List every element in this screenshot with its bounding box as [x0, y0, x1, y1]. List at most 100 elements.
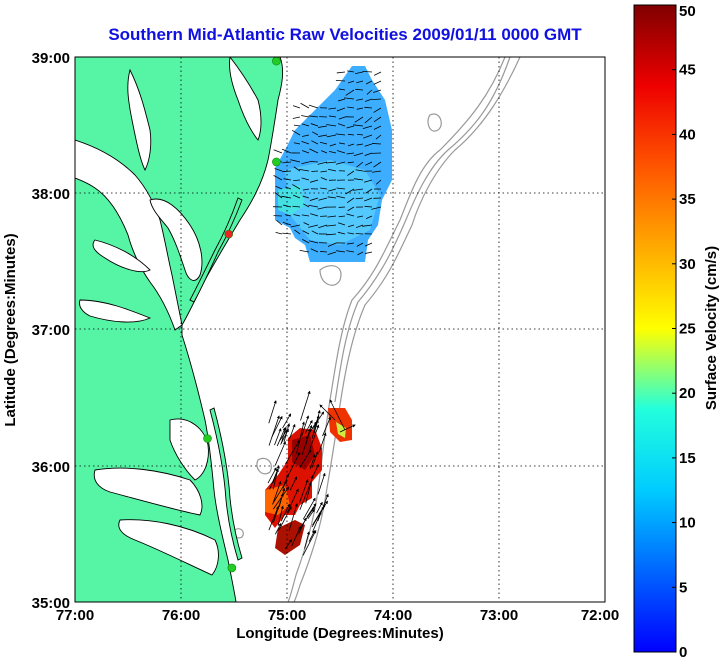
velocity-vector [299, 249, 310, 253]
velocity-vector [357, 251, 364, 256]
velocity-vector [276, 220, 283, 226]
velocity-vector [339, 424, 356, 433]
velocity-vector [373, 107, 382, 113]
velocity-vector [320, 177, 328, 181]
radar-station-marker [224, 229, 233, 239]
velocity-vector [272, 480, 282, 503]
velocity-vector [296, 421, 305, 454]
velocity-vector [274, 192, 283, 199]
velocity-vector [364, 242, 373, 247]
velocity-vector [303, 203, 310, 208]
velocity-vector [309, 160, 319, 163]
velocity-vector [345, 89, 355, 96]
velocity-vector [375, 179, 382, 185]
velocity-vector [300, 102, 310, 109]
velocity-vector [301, 150, 310, 154]
velocity-vector [308, 104, 319, 109]
velocity-vector [347, 80, 355, 84]
velocity-vector [362, 125, 373, 129]
velocity-vector [288, 423, 296, 441]
colorbar: 0 5 10 15 20 25 30 35 40 45 50 Surface Velocity (c… [633, 3, 720, 659]
x-axis: 77:00 76:00 75:00 74:00 73:00 72:00 Long… [56, 607, 619, 642]
velocity-vector [302, 239, 310, 244]
velocity-vector [280, 503, 290, 522]
velocity-vector [373, 80, 382, 85]
velocity-vector [290, 224, 301, 228]
x-tick-label: 77:00 [56, 607, 94, 624]
velocity-vector [301, 177, 310, 181]
velocity-vector [347, 232, 355, 235]
velocity-vector [346, 213, 355, 217]
velocity-vector [353, 152, 364, 157]
colorbar-tick-label: 30 [679, 256, 696, 273]
bathymetry-loop-south [256, 457, 272, 475]
velocity-vector [353, 188, 364, 191]
velocity-vector [336, 150, 346, 154]
velocity-vector [318, 134, 328, 137]
velocity-vector [292, 205, 301, 208]
velocity-vector [318, 224, 328, 229]
velocity-vector [276, 427, 286, 447]
velocity-vector [316, 501, 323, 514]
colorbar-tick-label: 50 [679, 3, 696, 20]
y-tick-label: 35:00 [32, 595, 70, 612]
velocity-vector [335, 79, 346, 82]
velocity-vector [335, 133, 346, 136]
velocity-vector [305, 421, 317, 439]
delaware-bay [229, 57, 262, 141]
velocity-vector [320, 170, 328, 173]
velocity-vector [293, 179, 301, 182]
velocity-vector [274, 427, 282, 446]
velocity-vector [327, 251, 337, 256]
velocity-vector [307, 508, 315, 520]
velocity-vector [272, 465, 280, 490]
colorbar-tick-label: 25 [679, 321, 696, 338]
velocity-vector [373, 125, 382, 130]
grid-lines [75, 57, 605, 602]
velocity-vector [336, 195, 346, 199]
x-tick-label: 75:00 [268, 607, 306, 624]
velocity-field-south [265, 390, 356, 556]
velocity-vector [347, 133, 355, 136]
velocity-vector [273, 493, 284, 523]
velocity-vector [288, 503, 298, 531]
velocity-vector [317, 206, 328, 210]
velocity-vectors-south [267, 390, 356, 556]
x-tick-label: 74:00 [374, 607, 412, 624]
velocity-patch-north-teal [278, 185, 305, 215]
bathymetry-contour-outer [293, 57, 521, 602]
velocity-vector [318, 432, 327, 453]
velocity-vector [365, 161, 373, 166]
bay-arm-upper [127, 68, 152, 172]
velocity-vector [311, 140, 319, 145]
velocity-vector [356, 143, 364, 146]
velocity-vector [308, 224, 319, 228]
velocity-patch-north-light [285, 160, 380, 245]
velocity-vector [292, 105, 301, 109]
velocity-vector [347, 70, 355, 73]
velocity-vector [355, 169, 364, 172]
velocity-vector [373, 161, 382, 168]
velocity-vector [319, 141, 328, 145]
velocity-vector [336, 187, 346, 190]
velocity-vector [347, 170, 355, 176]
velocity-vector [335, 161, 346, 165]
velocity-field-north [273, 66, 392, 262]
y-tick-label: 39:00 [32, 50, 70, 67]
y-tick-label: 38:00 [32, 186, 70, 203]
velocity-vector [356, 133, 364, 136]
velocity-vector [326, 134, 337, 138]
chesapeake-bay [75, 68, 203, 331]
velocity-vector [302, 529, 317, 556]
velocity-vector [271, 415, 283, 438]
velocity-vector [347, 206, 355, 212]
velocity-vector [375, 134, 382, 140]
velocity-vector [346, 152, 355, 155]
velocity-vector [338, 215, 346, 218]
velocity-vector [346, 125, 355, 129]
y-axis: 39:00 38:00 37:00 36:00 35:00 Latitude (… [2, 50, 70, 612]
velocity-vector [274, 168, 283, 172]
velocity-vectors-north [273, 70, 382, 256]
velocity-vector [365, 215, 373, 219]
colorbar-tick-label: 5 [679, 579, 687, 596]
